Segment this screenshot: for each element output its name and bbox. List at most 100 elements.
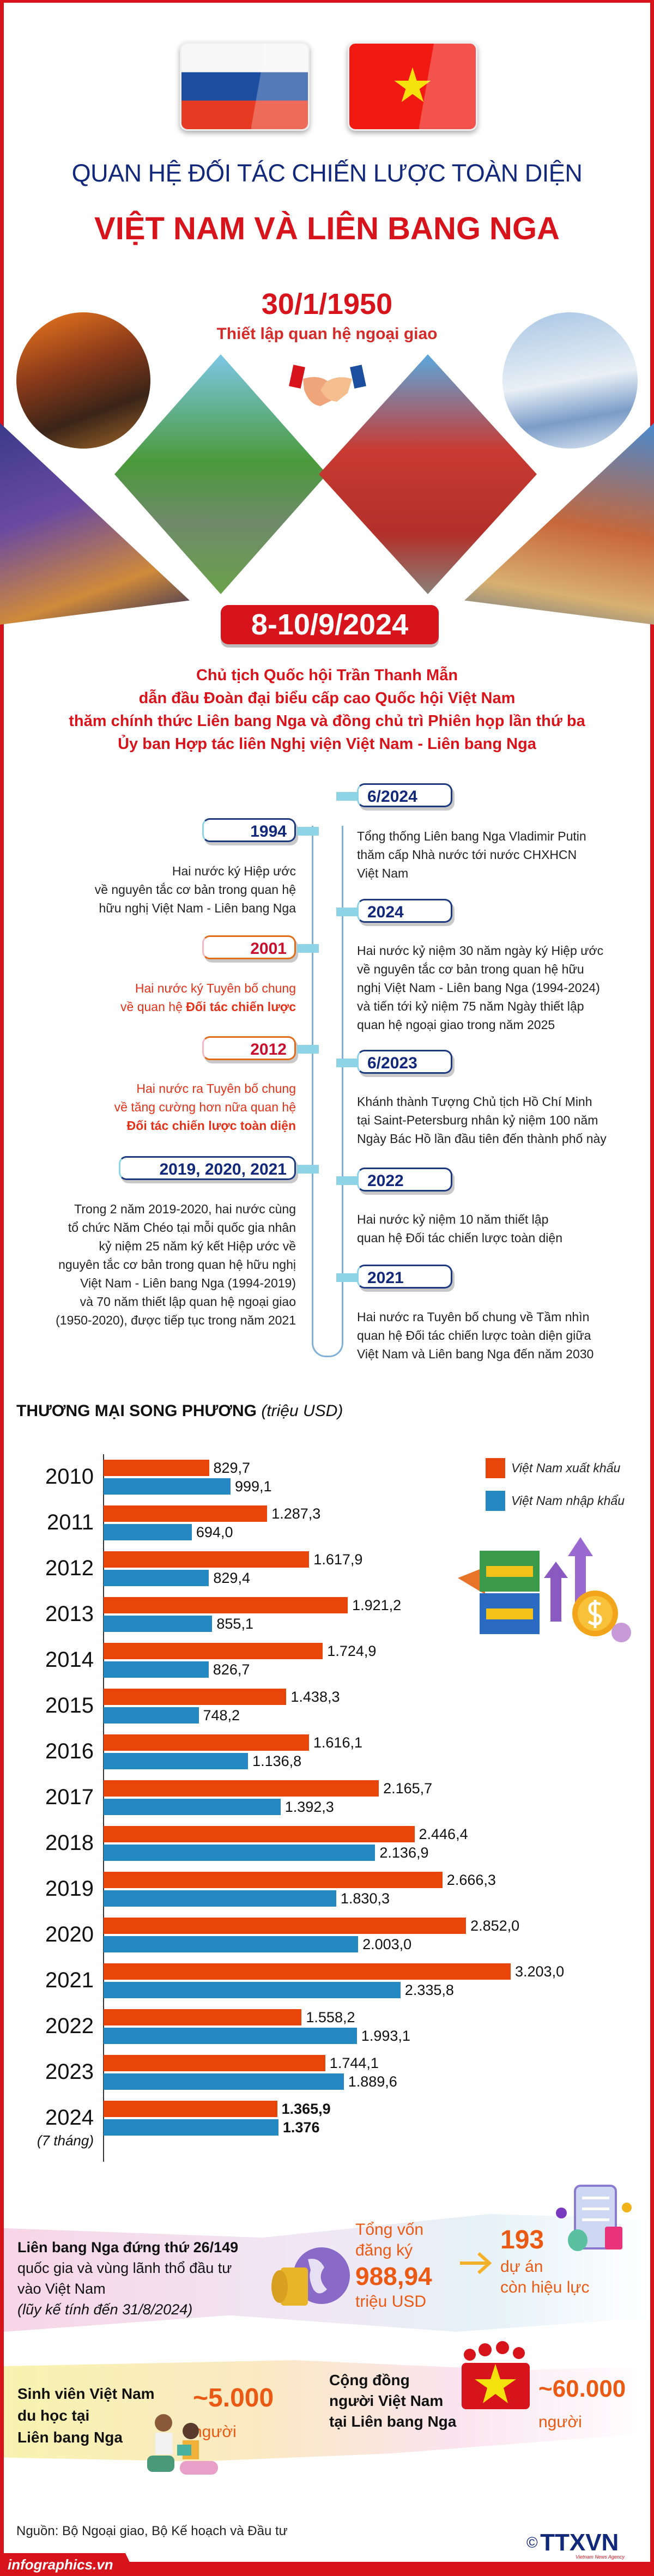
timeline-text-line: Tổng thống Liên bang Nga Vladimir Putin [357, 829, 586, 843]
bar-value-label: 1.921,2 [352, 1597, 401, 1614]
timeline-text-line: Hai nước ra Tuyên bố chung về Tầm nhìn [357, 1310, 590, 1324]
chart-title: THƯƠNG MẠI SONG PHƯƠNG (triệu USD) [16, 1402, 343, 1420]
year-label-text: 2013 [45, 1602, 94, 1626]
timeline-description: Hai nước ký Hiệp ước về nguyên tắc cơ bản… [95, 862, 296, 917]
bar-value-text: 999,1 [235, 1478, 272, 1495]
timeline-description: Hai nước kỷ niệm 30 năm ngày ký Hiệp ước… [357, 941, 603, 1034]
year-label-text: 2014 [45, 1648, 94, 1672]
bar-value-label: 1.724,9 [327, 1642, 376, 1660]
bar-value-label: 2.666,3 [447, 1871, 496, 1889]
site-link[interactable]: infographics.vn [0, 2553, 136, 2576]
bar-value-label: 999,1 [235, 1478, 272, 1495]
timeline-text-line: Khánh thành Tượng Chủ tịch Hồ Chí Minh [357, 1095, 592, 1109]
legend-swatch-import [486, 1491, 505, 1511]
trade-illustration-icon [458, 1537, 631, 1642]
import-bar [104, 1661, 209, 1678]
students-stat: ~5.000 người [193, 2384, 274, 2441]
timeline-text-line: Hai nước kỷ niệm 30 năm ngày ký Hiệp ước [357, 944, 604, 958]
community-stat: ~60.000 người [538, 2375, 626, 2431]
year-label: 2018 [7, 1830, 94, 1855]
export-bar [104, 1826, 415, 1842]
bar-value-text: 1.993,1 [361, 2028, 410, 2044]
timeline-text-line: Việt Nam [357, 866, 409, 880]
photo-hoi-an [16, 312, 150, 449]
timeline-text-line: quan hệ Đối tác chiến lược toàn diện [357, 1231, 562, 1245]
timeline-text-line: quan hệ ngoại giao trong năm 2025 [357, 1018, 555, 1032]
year-label-text: 2019 [45, 1877, 94, 1901]
bar-value-label: 3.203,0 [515, 1963, 564, 1980]
year-label: 2012 [7, 1556, 94, 1581]
bar-value-text: 1.617,9 [313, 1551, 363, 1568]
export-bar [104, 1918, 467, 1934]
bar-value-label: 2.136,9 [379, 1844, 428, 1861]
timeline-connector [297, 1045, 319, 1054]
timeline-year-box: 2022 [357, 1168, 452, 1192]
year-label-text: 2015 [45, 1694, 94, 1718]
year-label-text: 2021 [45, 1968, 94, 1992]
capital-value: 988,94 [355, 2262, 432, 2290]
export-bar [104, 1872, 443, 1888]
bar-value-label: 1.993,1 [361, 2027, 410, 2045]
bar-value-text: 829,4 [213, 1570, 250, 1586]
bar-value-label: 694,0 [196, 1523, 233, 1541]
bar-value-text: 1.889,6 [348, 2073, 397, 2090]
bar-value-label: 1.392,3 [285, 1798, 334, 1816]
timeline-text-line: hữu nghị Việt Nam - Liên bang Nga [99, 901, 296, 915]
year-label: 2019 [7, 1876, 94, 1901]
timeline-text-line: Hai nước ký Tuyên bố chung [135, 981, 296, 995]
bar-value-text: 2.003,0 [362, 1936, 412, 1952]
timeline-text-line: (1950-2020), được tiếp tục trong năm 202… [56, 1313, 296, 1327]
timeline-year: 1994 [250, 823, 287, 840]
import-bar [104, 1799, 281, 1815]
bar-value-label: 2.003,0 [362, 1936, 411, 1953]
timeline-text-line: thăm cấp Nhà nước tới nước CHXHCN [357, 848, 577, 862]
timeline-connector [336, 1273, 358, 1282]
timeline-connector [297, 944, 319, 953]
timeline-connector [336, 1176, 358, 1185]
visit-line: Chủ tịch Quốc hội Trần Thanh Mẫn [196, 667, 458, 684]
timeline-text-line: Trong 2 năm 2019-2020, hai nước cùng [74, 1202, 296, 1216]
year-label: 2022 [7, 2013, 94, 2039]
bar-value-text: 1.921,2 [352, 1597, 402, 1613]
timeline-text-line: Việt Nam và Liên bang Nga đến năm 2030 [357, 1347, 594, 1361]
bar-value-text: 2.852,0 [470, 1918, 520, 1934]
visit-date-badge: 8-10/9/2024 [221, 605, 439, 644]
import-bar [104, 1524, 192, 1540]
bar-value-text: 3.203,0 [515, 1963, 565, 1980]
timeline-text-line: nghị Việt Nam - Liên bang Nga (1994-2024… [357, 981, 600, 995]
timeline-text-line: Hai nước kỷ niệm 10 năm thiết lập [357, 1212, 549, 1226]
timeline-year: 2024 [367, 903, 404, 921]
bar-value-text: 748,2 [203, 1707, 240, 1724]
timeline-year: 6/2023 [367, 1054, 417, 1072]
timeline-year-box: 2019, 2020, 2021 [119, 1156, 296, 1180]
import-bar [104, 2073, 344, 2090]
top-border [0, 0, 654, 3]
bar-value-label: 1.365,9 [282, 2100, 331, 2118]
source-note: Nguồn: Bộ Ngoại giao, Bộ Kế hoạch và Đầu… [16, 2524, 288, 2538]
bar-value-text: 1.724,9 [327, 1643, 377, 1659]
timeline-year-box: 2021 [357, 1265, 452, 1289]
timeline-text-line: Việt Nam - Liên bang Nga (1994-2019) [80, 1276, 296, 1290]
import-bar [104, 1707, 199, 1724]
vietnam-flag [348, 42, 477, 131]
timeline-text-line: kỷ niệm 25 năm ký kết Hiệp ước về [99, 1239, 296, 1253]
timeline-description: Trong 2 năm 2019-2020, hai nước cùng tổ c… [56, 1200, 296, 1329]
year-label-text: 2016 [45, 1739, 94, 1763]
bar-value-text: 1.744,1 [329, 2055, 379, 2071]
timeline-year-box: 2024 [357, 899, 452, 923]
year-label: 2015 [7, 1693, 94, 1718]
bar-value-text: 2.666,3 [446, 1872, 496, 1888]
timeline-text-line: tại Saint-Petersburg nhân kỷ niệm 100 nă… [357, 1113, 598, 1127]
visit-line: Ủy ban Hợp tác liên Nghị viện Việt Nam -… [118, 735, 536, 753]
import-bar [104, 1890, 336, 1907]
title-line-1: QUAN HỆ ĐỐI TÁC CHIẾN LƯỢC TOÀN DIỆN [71, 159, 583, 187]
year-label: 2011 [7, 1510, 94, 1535]
year-label: 2010 [7, 1464, 94, 1489]
timeline-year: 2001 [250, 940, 287, 958]
bar-value-text: 1.365,9 [281, 2101, 331, 2117]
timeline-year-box: 6/2024 [357, 783, 452, 807]
right-border [650, 0, 654, 2576]
timeline-text-line: và 70 năm thiết lập quan hệ ngoại giao [80, 1295, 296, 1309]
bar-value-label: 1.287,3 [271, 1505, 320, 1522]
bar-value-text: 694,0 [196, 1524, 233, 1540]
